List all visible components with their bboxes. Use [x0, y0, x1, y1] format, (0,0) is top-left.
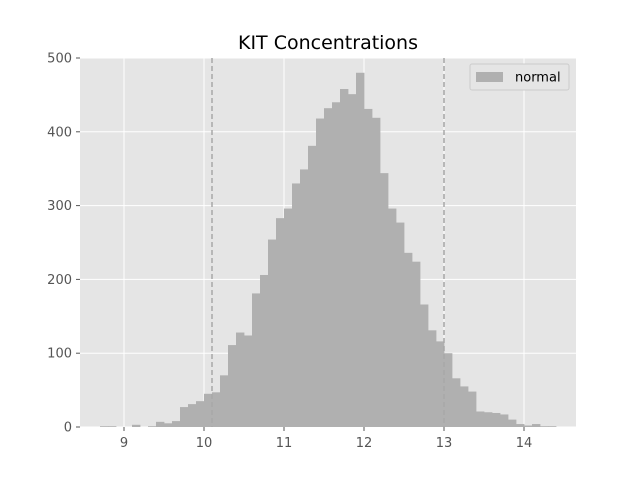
histogram-bar [100, 426, 109, 427]
histogram-bar [356, 72, 365, 427]
histogram-bar [300, 169, 309, 428]
x-axis: 9 10 11 12 13 14 [120, 427, 532, 451]
histogram-bar [388, 208, 397, 427]
histogram-bar [452, 378, 461, 427]
histogram-bar [132, 424, 141, 427]
x-tick-label: 13 [436, 436, 453, 451]
histogram-bar [428, 330, 437, 427]
histogram-bar [404, 252, 413, 427]
histogram-bar [268, 239, 277, 427]
y-tick-label: 300 [47, 199, 72, 214]
histogram-bar [500, 414, 509, 427]
reference-lines [211, 58, 445, 427]
histogram-bar [252, 293, 261, 427]
y-tick-label: 500 [47, 52, 72, 67]
histogram-bar [236, 332, 245, 427]
y-tick-label: 0 [64, 421, 72, 436]
legend-swatch [476, 72, 503, 82]
histogram-bar [188, 404, 197, 427]
histogram-bar [108, 426, 117, 427]
legend: normal [469, 63, 570, 91]
histogram-bar [508, 419, 517, 427]
histogram-bar [212, 392, 221, 427]
histogram-bar [284, 208, 293, 427]
x-tick-label: 14 [516, 436, 533, 451]
histogram-bar [372, 117, 381, 427]
histogram-bar [396, 222, 405, 427]
histogram-bar [244, 335, 253, 427]
histogram-bar [420, 304, 429, 427]
histogram-bar [260, 274, 269, 427]
histogram-bar [332, 102, 341, 427]
histogram-bar [308, 145, 317, 427]
histogram-bar [468, 391, 477, 427]
histogram-bar [348, 94, 357, 428]
histogram-bar [484, 412, 493, 427]
histogram-bar [156, 421, 165, 427]
histogram-bar [196, 401, 205, 427]
histogram-bar [524, 425, 533, 427]
histogram-bar [148, 426, 157, 427]
histogram-bar [292, 183, 301, 427]
y-tick-label: 100 [47, 347, 72, 362]
bars [100, 72, 557, 428]
histogram-bar [412, 261, 421, 427]
histogram-bar [228, 345, 237, 427]
histogram-bar [436, 341, 445, 427]
histogram-bar [444, 353, 453, 427]
x-tick-label: 10 [196, 436, 213, 451]
histogram-bar [532, 424, 541, 427]
x-tick-label: 12 [356, 436, 373, 451]
y-axis: 0 100 200 300 400 500 [47, 52, 80, 436]
histogram-bar [380, 173, 389, 427]
histogram-bar [540, 426, 549, 427]
histogram-bar [492, 412, 501, 427]
x-tick-label: 11 [276, 436, 293, 451]
chart-title: KIT Concentrations [238, 32, 418, 54]
histogram-bar [340, 88, 349, 427]
legend-box [469, 63, 570, 91]
histogram-bar [180, 407, 189, 427]
y-tick-label: 200 [47, 273, 72, 288]
histogram-bar [476, 411, 485, 427]
histogram-bar [204, 393, 213, 427]
histogram-bar [276, 218, 285, 427]
histogram-bar [172, 421, 181, 427]
y-tick-label: 400 [47, 125, 72, 140]
histogram-bar [164, 423, 173, 427]
histogram-bar [548, 426, 557, 427]
histogram-bar [516, 424, 525, 427]
histogram-bar [460, 386, 469, 427]
x-tick-label: 9 [120, 436, 128, 451]
histogram-bar [364, 108, 373, 427]
histogram-bar [316, 118, 325, 428]
legend-label: normal [515, 71, 561, 86]
histogram-bar [220, 375, 229, 427]
histogram-bar [324, 108, 333, 428]
